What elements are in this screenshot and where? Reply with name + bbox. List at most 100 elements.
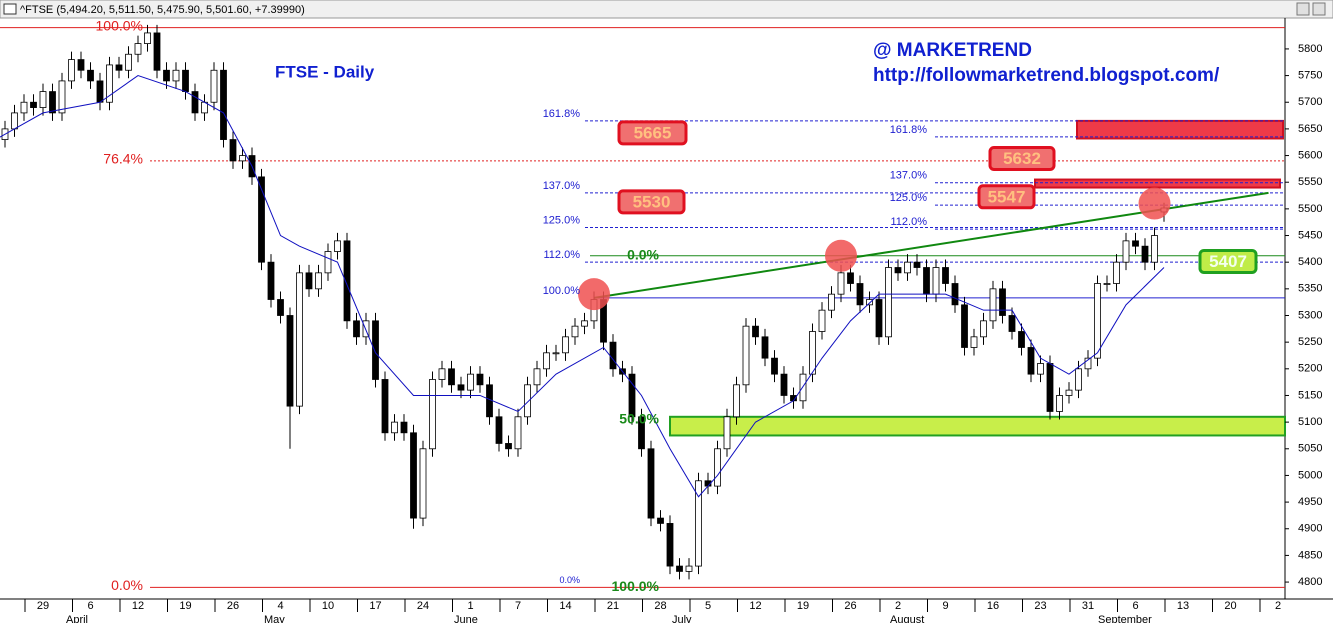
candle-body	[894, 267, 902, 274]
y-tick-label: 5200	[1298, 363, 1322, 375]
candle-body	[391, 421, 398, 434]
candle-body	[258, 176, 265, 263]
candle-body	[410, 432, 417, 519]
candle-body	[1056, 395, 1063, 412]
level-label: 50.0%	[619, 411, 659, 427]
moving-average	[0, 75, 1165, 498]
candle-body	[1008, 315, 1016, 332]
month-label: August	[890, 614, 924, 623]
candle-body	[961, 304, 968, 348]
y-tick-label: 5450	[1298, 229, 1322, 241]
y-tick-label: 5350	[1298, 283, 1322, 295]
x-tick-label: 26	[844, 600, 856, 612]
candle-body	[771, 357, 778, 375]
x-tick-label: 9	[942, 600, 948, 612]
candle-body	[191, 91, 199, 114]
x-tick-label: 20	[1224, 600, 1236, 612]
candle-body	[30, 101, 37, 108]
candle-body	[505, 443, 512, 450]
candle-body	[837, 272, 845, 295]
candle-body	[172, 69, 180, 82]
candle-body	[942, 267, 949, 284]
level-label: 137.0%	[890, 170, 928, 182]
candle-body	[343, 240, 351, 322]
candle-body	[372, 320, 379, 380]
candle-body	[581, 320, 588, 327]
level-label: 112.0%	[891, 216, 928, 228]
x-tick-label: 29	[37, 600, 49, 612]
candle-body	[39, 91, 47, 108]
level-label: 0.0%	[627, 246, 659, 262]
candle-body	[628, 373, 636, 418]
price-box-label: 5530	[633, 192, 671, 211]
price-box	[617, 189, 686, 215]
x-tick-label: 4	[277, 600, 283, 612]
level-label: 100.0%	[543, 285, 581, 297]
candle-body	[1132, 240, 1139, 247]
candle-body	[818, 309, 826, 332]
candle-body	[647, 448, 655, 519]
candle-body	[277, 299, 284, 316]
candle-body	[752, 325, 759, 338]
candle-body	[885, 267, 892, 338]
window-title: ^FTSE (5,494.20, 5,511.50, 5,475.90, 5,5…	[20, 4, 305, 16]
candle-body	[1075, 368, 1082, 391]
y-tick-label: 5000	[1298, 469, 1322, 481]
price-box-label: 5665	[634, 123, 672, 142]
y-tick-label: 5050	[1298, 443, 1322, 455]
level-label: 125.0%	[543, 214, 581, 226]
y-tick-label: 5500	[1298, 203, 1322, 215]
candle-body	[77, 59, 85, 71]
y-tick-label: 5400	[1298, 256, 1322, 268]
candle-body	[438, 368, 446, 380]
candle-body	[1122, 240, 1130, 263]
minimize-button[interactable]	[1296, 2, 1310, 16]
price-box-label: 5632	[1003, 149, 1041, 168]
candle-body	[932, 267, 940, 295]
candle-body	[552, 352, 560, 355]
candle-body	[134, 43, 142, 55]
x-tick-label: 2	[895, 600, 901, 612]
candle-body	[476, 373, 484, 386]
candle-body	[182, 69, 189, 92]
candle-body	[144, 32, 151, 44]
candle-body	[1084, 357, 1092, 370]
candle-body	[68, 59, 75, 82]
zone	[1034, 178, 1281, 189]
y-tick-label: 5250	[1298, 336, 1322, 348]
x-tick-label: 24	[417, 600, 429, 612]
x-tick-label: 23	[1034, 600, 1046, 612]
month-label: September	[1098, 614, 1152, 623]
candle-body	[125, 53, 132, 71]
candle-body	[723, 416, 731, 450]
maximize-button[interactable]	[1312, 2, 1326, 16]
y-tick-label: 5800	[1298, 43, 1322, 55]
candle-body	[970, 336, 978, 348]
candle-body	[419, 448, 427, 519]
level-label: 0.0%	[111, 577, 143, 593]
candle-body	[87, 69, 94, 82]
highlight-circle	[1138, 187, 1171, 220]
candle-body	[296, 272, 303, 407]
candle-body	[324, 251, 332, 274]
candle-body	[676, 565, 683, 572]
month-label: April	[66, 614, 88, 623]
x-tick-label: 6	[87, 600, 93, 612]
candle-body	[495, 416, 503, 444]
candle-body	[1018, 331, 1025, 348]
candle-body	[381, 379, 389, 434]
candle-body	[106, 64, 113, 103]
y-tick-label: 4850	[1298, 549, 1322, 561]
x-tick-label: 12	[749, 600, 761, 612]
candle-body	[913, 261, 921, 268]
candle-body	[856, 283, 864, 306]
price-box-label: 5547	[988, 187, 1026, 206]
level-label: 137.0%	[543, 180, 581, 192]
y-tick-label: 5550	[1298, 176, 1322, 188]
price-box	[617, 120, 688, 146]
candle-body	[761, 336, 769, 359]
month-label: May	[264, 614, 285, 623]
candle-body	[714, 448, 721, 487]
candle-body	[809, 331, 816, 375]
